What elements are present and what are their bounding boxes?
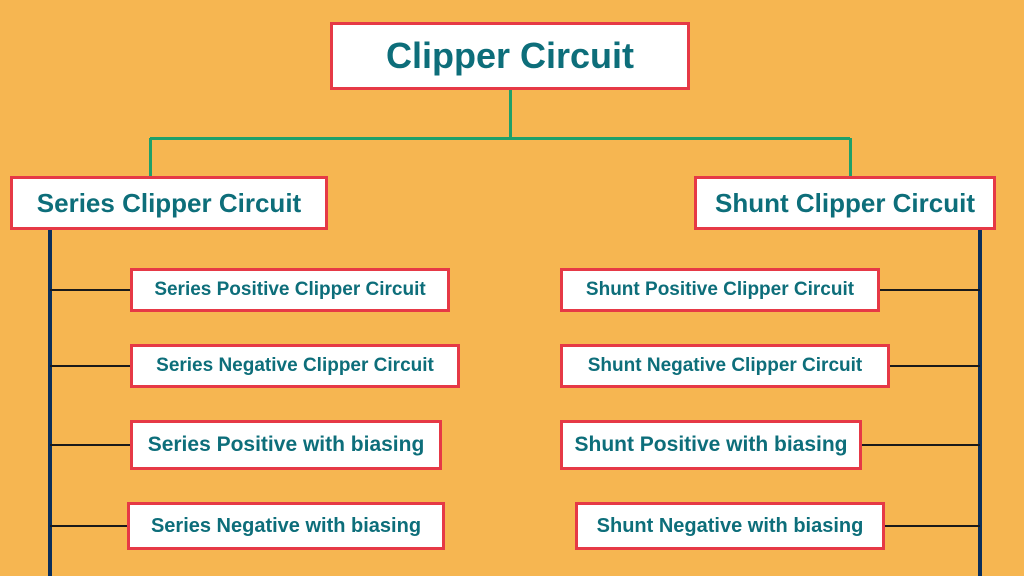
- leaf-connector-1-3: [885, 525, 980, 527]
- leaf-node-0-2: Series Positive with biasing: [130, 420, 442, 470]
- leaf-connector-0-2: [50, 444, 130, 446]
- connector-drop-right: [849, 138, 852, 176]
- leaf-connector-0-0: [50, 289, 130, 291]
- leaf-node-1-2: Shunt Positive with biasing: [560, 420, 862, 470]
- leaf-connector-0-1: [50, 365, 130, 367]
- leaf-node-0-3: Series Negative with biasing: [127, 502, 445, 550]
- leaf-connector-0-3: [50, 525, 127, 527]
- connector-root-drop: [509, 90, 512, 138]
- branch-node-0: Series Clipper Circuit: [10, 176, 328, 230]
- leaf-node-0-1: Series Negative Clipper Circuit: [130, 344, 460, 388]
- leaf-node-0-0: Series Positive Clipper Circuit: [130, 268, 450, 312]
- root-node: Clipper Circuit: [330, 22, 690, 90]
- leaf-connector-1-0: [880, 289, 980, 291]
- leaf-node-1-3: Shunt Negative with biasing: [575, 502, 885, 550]
- diagram-canvas: Clipper Circuit Series Clipper Circuit Ser…: [0, 0, 1024, 576]
- leaf-node-1-0: Shunt Positive Clipper Circuit: [560, 268, 880, 312]
- leaf-connector-1-2: [862, 444, 980, 446]
- leaf-node-1-1: Shunt Negative Clipper Circuit: [560, 344, 890, 388]
- connector-top-hbar: [150, 137, 850, 140]
- leaf-connector-1-1: [890, 365, 980, 367]
- branch-node-1: Shunt Clipper Circuit: [694, 176, 996, 230]
- connector-drop-left: [149, 138, 152, 176]
